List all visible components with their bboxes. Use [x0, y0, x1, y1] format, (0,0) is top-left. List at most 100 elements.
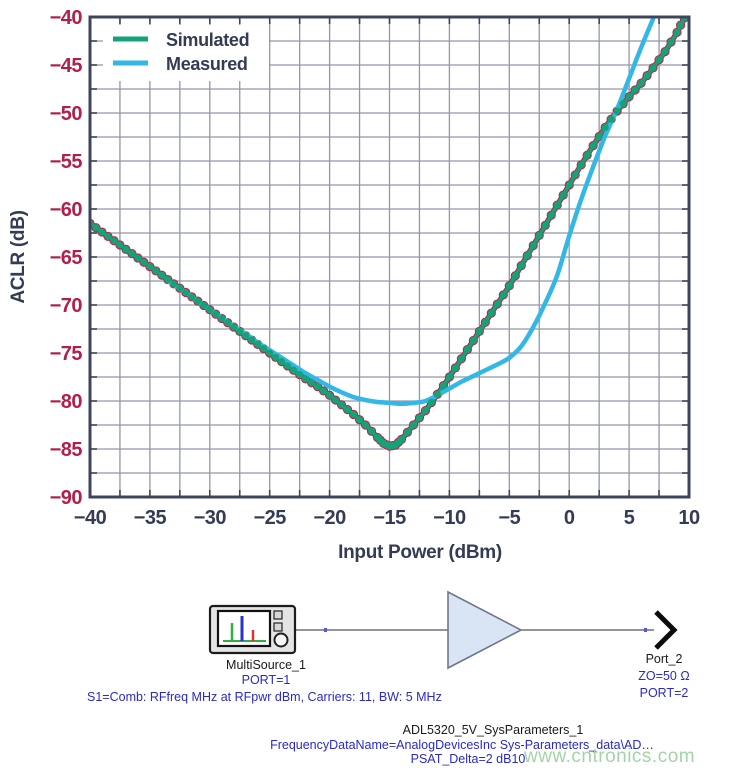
simulated-marker	[176, 284, 184, 292]
x-tick-label: −40	[74, 507, 107, 529]
wire-node-dot	[324, 628, 327, 632]
simulated-marker	[677, 21, 685, 29]
simulated-marker	[152, 267, 160, 275]
legend: Simulated Measured	[103, 25, 269, 81]
simulated-marker	[643, 71, 651, 80]
simulated-marker	[397, 435, 406, 443]
simulated-marker	[314, 383, 322, 391]
simulated-curve	[89, 17, 686, 449]
simulated-marker	[565, 181, 573, 189]
plot-border	[88, 15, 691, 499]
y-tick-label: −55	[50, 151, 83, 173]
simulated-marker	[224, 319, 232, 327]
simulated-marker	[367, 427, 376, 435]
simulated-marker	[655, 56, 663, 64]
simulated-marker	[200, 301, 208, 310]
simulated-marker	[595, 132, 603, 141]
simulated-marker	[361, 421, 370, 429]
y-tick-label: −85	[50, 439, 83, 461]
simulated-marker	[661, 47, 669, 56]
simulated-marker	[296, 371, 304, 379]
x-tick-label: −20	[313, 507, 346, 529]
simulated-marker	[553, 201, 561, 209]
port-2-port-param: PORT=2	[640, 686, 689, 700]
simulated-marker	[134, 254, 142, 262]
simulated-marker	[104, 232, 112, 240]
simulated-marker	[242, 332, 250, 340]
simulated-marker	[637, 79, 645, 87]
simulated-marker	[667, 38, 675, 46]
simulated-marker	[547, 211, 555, 219]
instrument-knob	[273, 632, 289, 648]
port-2-name: Port_2	[646, 652, 683, 666]
multisource-signal-param: S1=Comb: RFfreq MHz at RFpwr dBm, Carrie…	[87, 690, 442, 704]
simulated-marker	[355, 416, 364, 424]
simulated-marker	[326, 391, 334, 399]
amplifier-frequency-param: FrequencyDataName=AnalogDevicesInc Sys-P…	[270, 738, 654, 752]
simulated-marker	[559, 191, 567, 199]
simulated-marker	[230, 323, 238, 331]
simulated-marker	[589, 142, 597, 150]
y-tick-label: −40	[50, 7, 83, 29]
simulated-marker	[290, 366, 298, 374]
multisource-name: MultiSource_1	[226, 658, 306, 672]
y-tick-label: −45	[50, 55, 83, 77]
simulated-marker	[194, 297, 202, 305]
simulated-marker	[182, 288, 190, 297]
simulated-marker	[260, 345, 268, 353]
simulated-marker	[571, 171, 579, 179]
simulated-marker	[272, 353, 280, 361]
port-2-impedance: ZO=50 Ω	[638, 669, 689, 683]
x-tick-label: −10	[433, 507, 466, 529]
x-tick-label: −30	[194, 507, 227, 529]
simulated-marker	[212, 310, 220, 318]
simulated-marker	[236, 327, 244, 335]
simulated-marker	[158, 271, 166, 279]
simulated-marker	[421, 407, 430, 415]
simulated-marker	[499, 291, 507, 299]
simulated-marker	[343, 406, 352, 414]
simulated-marker	[320, 387, 328, 395]
simulated-marker	[463, 346, 471, 354]
x-tick-label: −35	[134, 507, 167, 529]
simulated-marker	[337, 401, 346, 409]
simulated-marker	[206, 306, 214, 314]
x-tick-label: 10	[678, 507, 700, 529]
x-axis-title: Input Power (dBm)	[338, 542, 502, 563]
simulated-marker	[110, 237, 118, 245]
simulated-marker	[505, 282, 513, 290]
simulated-marker	[302, 375, 310, 383]
simulated-marker	[415, 414, 424, 422]
amplifier-psat-param: PSAT_Delta=2 dB10	[411, 752, 526, 766]
x-tick-label: −25	[253, 507, 286, 529]
legend-label-simulated: Simulated	[166, 30, 249, 50]
simulated-marker	[517, 262, 525, 270]
instrument-button	[273, 622, 283, 632]
simulated-marker	[122, 245, 130, 253]
simulated-marker	[583, 151, 591, 159]
amplifier-symbol	[447, 590, 523, 670]
simulated-marker	[308, 379, 316, 387]
simulated-marker	[170, 280, 178, 288]
simulated-marker	[601, 123, 609, 131]
simulated-marker	[433, 390, 442, 398]
simulated-marker	[613, 107, 621, 115]
legend-label-measured: Measured	[166, 54, 248, 74]
y-tick-label: −50	[50, 103, 83, 125]
simulated-marker	[403, 428, 412, 436]
y-axis-title: ACLR (dB)	[8, 210, 29, 303]
simulated-marker	[254, 340, 262, 348]
y-tick-label: −70	[50, 295, 83, 317]
simulated-marker	[457, 355, 465, 363]
simulated-marker	[445, 373, 453, 381]
chart-tick-labels: −40−45−50−55−60−65−70−75−80−85−90−40 −35−…	[50, 7, 701, 529]
simulated-marker	[98, 228, 106, 236]
simulated-marker	[541, 221, 549, 229]
simulated-marker	[673, 28, 681, 36]
y-tick-label: −90	[50, 487, 83, 509]
chart-curves	[89, 16, 689, 451]
simulated-marker	[188, 293, 196, 301]
x-tick-label: −5	[498, 507, 520, 529]
